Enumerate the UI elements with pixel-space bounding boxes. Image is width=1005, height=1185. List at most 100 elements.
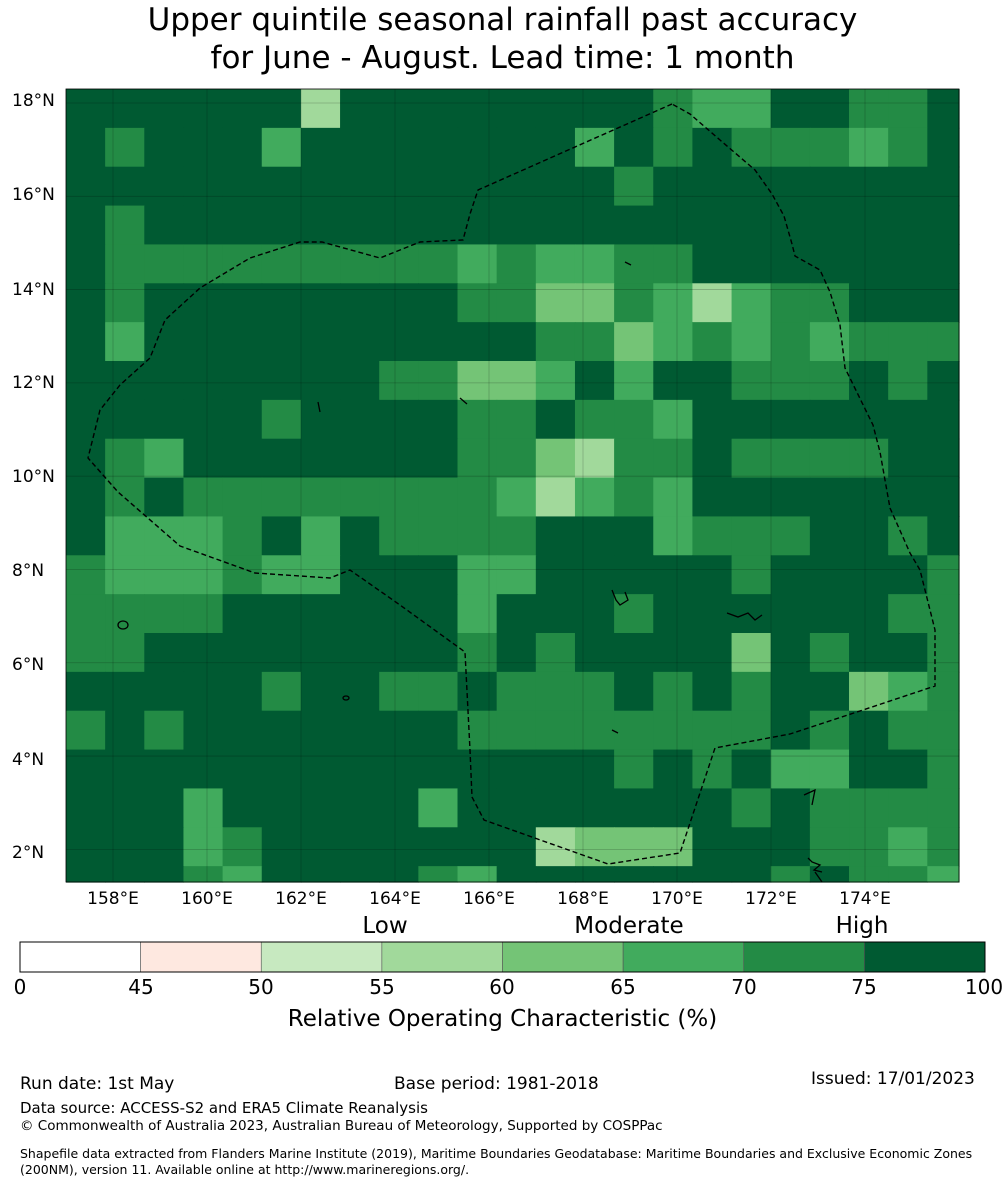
grid-cell bbox=[300, 749, 341, 790]
grid-cell bbox=[418, 438, 459, 479]
grid-cell bbox=[692, 866, 733, 883]
grid-cell bbox=[340, 671, 380, 712]
grid-cell bbox=[927, 205, 960, 246]
grid-cell bbox=[574, 866, 615, 883]
grid-cell bbox=[496, 127, 537, 168]
grid-cell bbox=[496, 205, 537, 246]
grid-cell bbox=[300, 594, 341, 634]
grid-cell bbox=[927, 671, 960, 712]
grid-cell bbox=[379, 516, 419, 556]
grid-cell bbox=[731, 166, 772, 207]
grid-cell bbox=[888, 788, 928, 828]
grid-cell bbox=[418, 283, 459, 323]
grid-cell bbox=[496, 749, 537, 790]
grid-cell bbox=[418, 166, 459, 207]
grid-cell bbox=[66, 866, 106, 883]
grid-cell bbox=[144, 127, 185, 168]
grid-cell bbox=[66, 361, 106, 401]
grid-cell bbox=[614, 594, 654, 634]
colorbar-tick-label: 50 bbox=[248, 975, 274, 999]
grid-cell bbox=[261, 166, 302, 207]
colorbar-swatch bbox=[864, 941, 986, 973]
islands bbox=[117, 261, 823, 883]
grid-cell bbox=[927, 633, 960, 673]
grid-cell bbox=[66, 127, 106, 168]
grid-cell bbox=[222, 671, 263, 712]
grid-cell bbox=[222, 555, 263, 595]
grid-cell bbox=[888, 866, 928, 883]
grid-cell bbox=[770, 671, 811, 712]
grid-cell bbox=[770, 283, 811, 323]
grid-cell bbox=[888, 89, 928, 129]
grid-cell bbox=[418, 555, 459, 595]
grid-cell bbox=[927, 244, 960, 284]
grid-cell bbox=[183, 205, 224, 246]
grid-cell bbox=[809, 671, 850, 712]
grid-cell bbox=[653, 399, 694, 440]
grid-cell bbox=[66, 477, 106, 518]
grid-cell bbox=[300, 399, 341, 440]
grid-cell bbox=[496, 361, 537, 401]
grid-cell bbox=[144, 555, 185, 595]
grid-cell bbox=[653, 477, 694, 518]
grid-cell bbox=[927, 399, 960, 440]
grid-cell bbox=[66, 555, 106, 595]
grid-cell bbox=[692, 594, 733, 634]
grid-cell bbox=[731, 788, 772, 828]
grid-cell bbox=[183, 477, 224, 518]
grid-cell bbox=[183, 827, 224, 867]
grid-cell bbox=[261, 749, 302, 790]
grid-cell bbox=[849, 361, 889, 401]
grid-cell bbox=[731, 827, 772, 867]
grid-cell bbox=[770, 166, 811, 207]
grid-cell bbox=[770, 438, 811, 479]
grid-cell bbox=[574, 749, 615, 790]
latitude-label: 12°N bbox=[12, 373, 55, 393]
grid-cell bbox=[731, 89, 772, 129]
grid-cell bbox=[614, 361, 654, 401]
grid-cell bbox=[614, 555, 654, 595]
grid-cell bbox=[261, 399, 302, 440]
grid-cell bbox=[692, 399, 733, 440]
grid-cell bbox=[300, 205, 341, 246]
grid-cell bbox=[222, 127, 263, 168]
grid-cell bbox=[300, 866, 341, 883]
grid-cell bbox=[496, 866, 537, 883]
grid-cell bbox=[496, 671, 537, 712]
grid-cell bbox=[927, 866, 960, 883]
island-outline bbox=[459, 397, 468, 405]
grid-cell bbox=[300, 710, 341, 751]
grid-cell bbox=[849, 788, 889, 828]
longitude-label: 164°E bbox=[369, 889, 421, 909]
grid-cell bbox=[574, 633, 615, 673]
grid-cell bbox=[379, 749, 419, 790]
grid-cell bbox=[144, 89, 185, 129]
grid-cell bbox=[261, 438, 302, 479]
grid-cell bbox=[66, 89, 106, 129]
grid-cell bbox=[300, 477, 341, 518]
grid-cell bbox=[183, 866, 224, 883]
colorbar-tick-label: 100 bbox=[964, 975, 1004, 999]
grid-cell bbox=[927, 166, 960, 207]
grid-cell bbox=[496, 399, 537, 440]
grid-cell bbox=[222, 633, 263, 673]
grid-cell bbox=[379, 477, 419, 518]
grid-cell bbox=[770, 205, 811, 246]
grid-cell bbox=[574, 438, 615, 479]
grid-cell bbox=[183, 127, 224, 168]
grid-cell bbox=[105, 322, 145, 362]
grid-cell bbox=[261, 244, 302, 284]
grid-cell bbox=[379, 710, 419, 751]
grid-cell bbox=[222, 166, 263, 207]
grid-cell bbox=[888, 399, 928, 440]
grid-cell bbox=[927, 710, 960, 751]
grid-cell bbox=[535, 477, 576, 518]
grid-cell bbox=[340, 516, 380, 556]
longitude-label: 172°E bbox=[745, 889, 797, 909]
accuracy-grid bbox=[66, 89, 960, 883]
grid-cell bbox=[535, 749, 576, 790]
grid-cell bbox=[731, 516, 772, 556]
grid-cell bbox=[574, 399, 615, 440]
grid-cell bbox=[340, 477, 380, 518]
